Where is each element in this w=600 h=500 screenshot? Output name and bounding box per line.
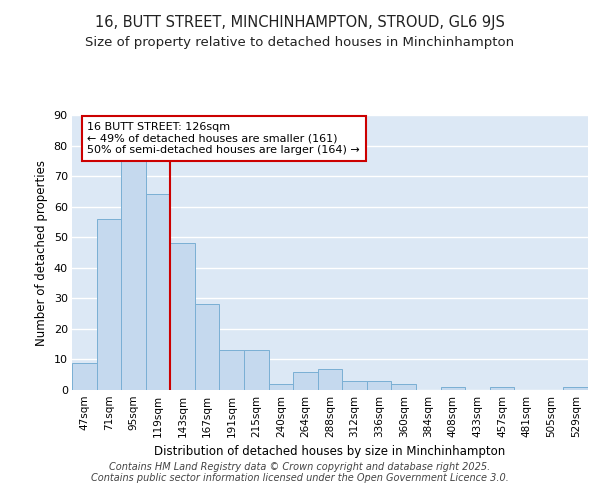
Bar <box>490 387 514 390</box>
Text: 16, BUTT STREET, MINCHINHAMPTON, STROUD, GL6 9JS: 16, BUTT STREET, MINCHINHAMPTON, STROUD,… <box>95 15 505 30</box>
Text: Size of property relative to detached houses in Minchinhampton: Size of property relative to detached ho… <box>85 36 515 49</box>
Y-axis label: Number of detached properties: Number of detached properties <box>35 160 48 346</box>
Bar <box>146 194 170 390</box>
X-axis label: Distribution of detached houses by size in Minchinhampton: Distribution of detached houses by size … <box>154 446 506 458</box>
Bar <box>342 381 367 390</box>
Bar <box>244 350 269 390</box>
Bar <box>97 219 121 390</box>
Text: 16 BUTT STREET: 126sqm
← 49% of detached houses are smaller (161)
50% of semi-de: 16 BUTT STREET: 126sqm ← 49% of detached… <box>88 122 360 155</box>
Bar <box>391 384 416 390</box>
Text: Contains HM Land Registry data © Crown copyright and database right 2025.
Contai: Contains HM Land Registry data © Crown c… <box>91 462 509 483</box>
Bar <box>72 362 97 390</box>
Bar <box>195 304 220 390</box>
Bar <box>440 387 465 390</box>
Bar <box>121 161 146 390</box>
Bar <box>220 350 244 390</box>
Bar <box>269 384 293 390</box>
Bar <box>563 387 588 390</box>
Bar <box>293 372 318 390</box>
Bar <box>170 244 195 390</box>
Bar <box>367 381 391 390</box>
Bar <box>318 368 342 390</box>
